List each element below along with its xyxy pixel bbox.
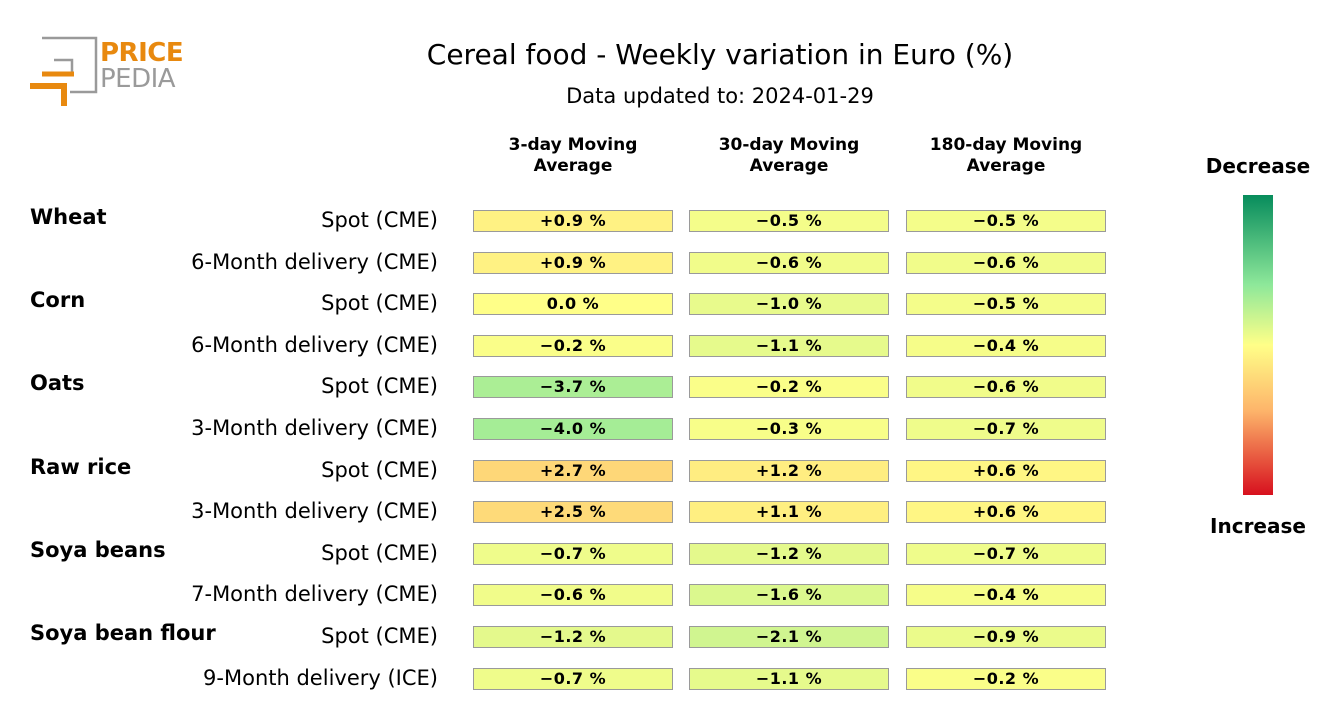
heatmap-cell: −0.7 % bbox=[906, 418, 1106, 440]
row-label: Spot (CME) bbox=[321, 291, 438, 316]
heatmap-cell: +0.9 % bbox=[473, 210, 673, 232]
group-label: Oats bbox=[30, 371, 85, 396]
column-header-line: Average bbox=[533, 156, 613, 176]
heatmap-cell: −0.6 % bbox=[906, 376, 1106, 399]
row-label: Spot (CME) bbox=[321, 540, 438, 565]
logo-text-price: PRICE bbox=[100, 38, 184, 68]
row-label: 7-Month delivery (CME) bbox=[191, 582, 438, 607]
group-label: Wheat bbox=[30, 205, 107, 229]
pricepedia-logo: PRICE PEDIA bbox=[30, 36, 190, 110]
group-label: Raw rice bbox=[30, 454, 132, 479]
chart-title: Cereal food - Weekly variation in Euro (… bbox=[426, 38, 1014, 71]
heatmap-cell: −0.5 % bbox=[906, 293, 1106, 316]
heatmap-cell: −0.5 % bbox=[689, 210, 889, 232]
heatmap-cell: −0.7 % bbox=[473, 542, 673, 565]
row-label: 3-Month delivery (CME) bbox=[191, 416, 438, 440]
heatmap-cell: +2.5 % bbox=[473, 501, 673, 524]
heatmap-cell: −1.2 % bbox=[473, 626, 673, 648]
column-header-line: Average bbox=[966, 156, 1046, 176]
heatmap-cell: −0.2 % bbox=[906, 667, 1106, 690]
heatmap-cell: −3.7 % bbox=[473, 376, 673, 399]
column-header-line: 3-day Moving bbox=[508, 135, 638, 155]
heatmap-cell: −4.0 % bbox=[473, 418, 673, 440]
heatmap-cell: +1.1 % bbox=[689, 501, 889, 524]
chart-subtitle: Data updated to: 2024-01-29 bbox=[566, 84, 874, 108]
heatmap-cell: −1.1 % bbox=[689, 667, 889, 690]
group-label: Corn bbox=[30, 288, 86, 313]
logo-icon bbox=[30, 36, 98, 106]
heatmap-cell: −0.6 % bbox=[473, 584, 673, 607]
heatmap-cell: −0.5 % bbox=[906, 210, 1106, 232]
column-header-line: 180-day Moving bbox=[929, 135, 1083, 155]
legend-color-bar bbox=[1243, 195, 1273, 495]
row-label: 6-Month delivery (CME) bbox=[191, 332, 438, 357]
heatmap-cell: +0.9 % bbox=[473, 251, 673, 274]
row-label: Spot (CME) bbox=[321, 457, 438, 482]
heatmap-cell: −1.6 % bbox=[689, 584, 889, 607]
heatmap-cell: −1.1 % bbox=[689, 334, 889, 357]
heatmap-cell: −0.6 % bbox=[689, 251, 889, 274]
heatmap-cell: −0.4 % bbox=[906, 334, 1106, 357]
group-label: Soya beans bbox=[30, 537, 166, 562]
column-header-line: Average bbox=[749, 156, 829, 176]
row-label: Spot (CME) bbox=[321, 374, 438, 399]
heatmap-cell: −0.9 % bbox=[906, 626, 1106, 648]
column-header-line: 30-day Moving bbox=[718, 135, 860, 155]
heatmap-cell: −2.1 % bbox=[689, 626, 889, 648]
heatmap-cell: −0.7 % bbox=[473, 667, 673, 690]
row-label: 6-Month delivery (CME) bbox=[191, 249, 438, 274]
legend-increase-label: Increase bbox=[1210, 514, 1306, 538]
heatmap-cell: −0.6 % bbox=[906, 251, 1106, 274]
row-label: 3-Month delivery (CME) bbox=[191, 499, 438, 524]
logo-text-pedia: PEDIA bbox=[100, 64, 176, 94]
heatmap-cell: −1.0 % bbox=[689, 293, 889, 316]
heatmap-cell: 0.0 % bbox=[473, 293, 673, 316]
heatmap-cell: −0.2 % bbox=[473, 334, 673, 357]
legend-decrease-label: Decrease bbox=[1205, 154, 1311, 178]
group-label: Soya bean flour bbox=[30, 621, 216, 645]
row-label: Spot (CME) bbox=[321, 208, 438, 232]
column-header: 30-day Moving Average bbox=[684, 135, 894, 177]
heatmap-cell: −0.7 % bbox=[906, 542, 1106, 565]
heatmap-cell: +1.2 % bbox=[689, 459, 889, 482]
column-header: 180-day Moving Average bbox=[901, 135, 1111, 177]
heatmap-cell: +0.6 % bbox=[906, 459, 1106, 482]
heatmap-cell: −0.3 % bbox=[689, 418, 889, 440]
heatmap-cell: +2.7 % bbox=[473, 459, 673, 482]
row-label: Spot (CME) bbox=[321, 624, 438, 648]
column-header: 3-day Moving Average bbox=[468, 135, 678, 177]
heatmap-cell: −0.2 % bbox=[689, 376, 889, 399]
heatmap-cell: −1.2 % bbox=[689, 542, 889, 565]
heatmap-cell: +0.6 % bbox=[906, 501, 1106, 524]
heatmap-cell: −0.4 % bbox=[906, 584, 1106, 607]
row-label: 9-Month delivery (ICE) bbox=[203, 665, 438, 690]
